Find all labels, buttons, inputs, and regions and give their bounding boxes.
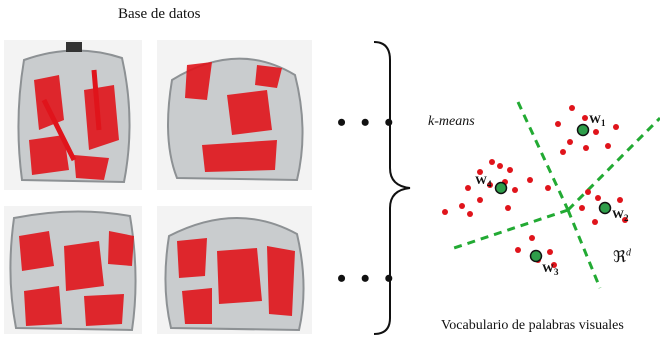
kmeans-label: k-means	[428, 114, 475, 129]
label-w4: W4	[475, 173, 492, 189]
centroid-w4	[494, 181, 508, 195]
database-title: Base de datos	[118, 6, 201, 22]
separator-line-2	[566, 116, 660, 212]
label-w1: W1	[589, 112, 606, 128]
centroid-w3	[529, 249, 543, 263]
bag-image-3	[4, 206, 142, 334]
ellipsis-bottom: • • •	[337, 264, 398, 293]
separator-line-3	[453, 208, 569, 250]
bag-image-1	[4, 40, 142, 190]
cluster-diagram: W1 W2 W3 W4	[442, 101, 660, 289]
centroid-w1	[576, 123, 590, 137]
vocabulary-caption: Vocabulario de palabras visuales	[441, 318, 624, 333]
label-w3: W3	[542, 261, 559, 277]
ellipsis-top: • • •	[337, 108, 398, 137]
label-w2: W2	[612, 207, 629, 223]
bag-image-2	[157, 40, 312, 190]
space-label: ℜd	[613, 247, 632, 266]
separator-line-4	[566, 209, 602, 289]
curly-brace	[373, 41, 411, 335]
bag-image-4	[157, 206, 312, 334]
centroid-w2	[598, 201, 612, 215]
separator-line-1	[516, 101, 570, 211]
